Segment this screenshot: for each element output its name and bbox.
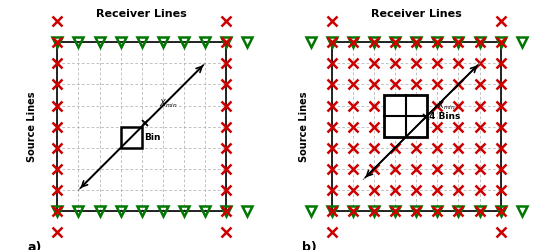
Bar — [121, 127, 142, 148]
Text: b): b) — [302, 241, 317, 250]
Text: Receiver Lines: Receiver Lines — [97, 9, 187, 19]
Text: Source Lines: Source Lines — [299, 92, 309, 162]
Text: $X_{min}$: $X_{min}$ — [158, 97, 177, 110]
Bar — [384, 95, 427, 137]
Text: Bin: Bin — [144, 133, 161, 142]
Text: 4 Bins: 4 Bins — [429, 112, 460, 120]
Text: Source Lines: Source Lines — [27, 92, 37, 162]
Bar — [57, 42, 227, 211]
Text: $X_{min}$: $X_{min}$ — [437, 99, 456, 112]
Text: a): a) — [28, 241, 42, 250]
Bar — [331, 42, 501, 211]
Text: Receiver Lines: Receiver Lines — [371, 9, 461, 19]
